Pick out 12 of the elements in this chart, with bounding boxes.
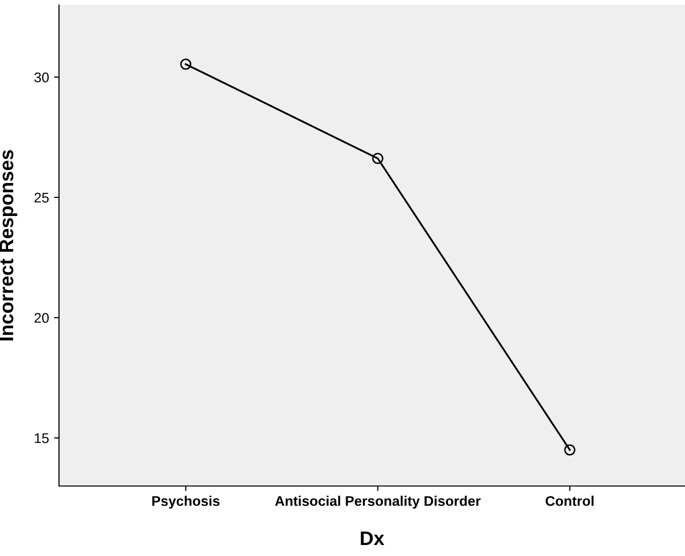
x-axis-title: Dx [360,532,384,545]
y-tick-label: 20 [34,312,49,323]
y-axis-title: Incorrect Responses [0,150,18,340]
point [564,444,576,456]
x-tick-label: Psychosis [152,496,220,509]
y-tick-label: 25 [34,192,49,203]
y-tick-label: 30 [34,72,49,82]
point [372,152,384,164]
x-tick-label: Antisocial Personality Disorder [275,496,481,509]
y-tick-label: 15 [34,433,49,444]
point [180,58,192,70]
x-tick-label: Control [546,496,594,506]
